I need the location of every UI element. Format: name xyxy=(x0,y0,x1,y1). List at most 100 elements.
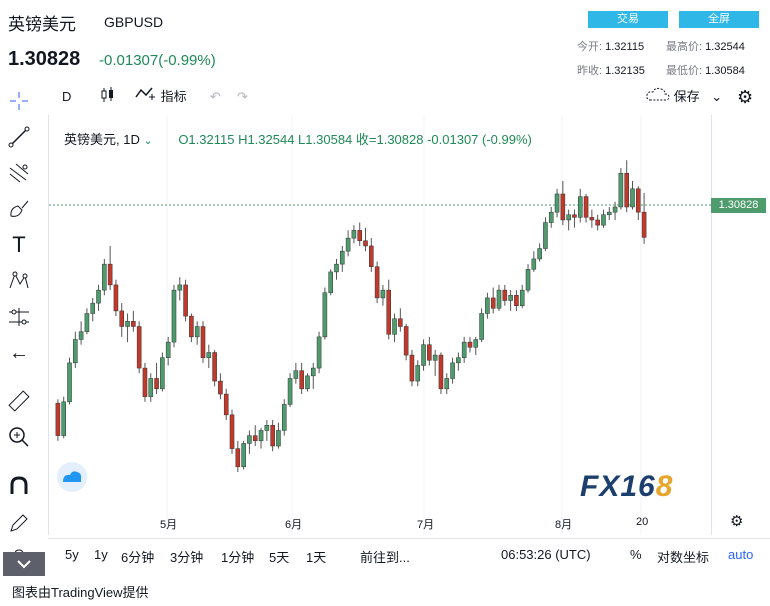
redo-icon[interactable]: ↷ xyxy=(237,89,248,104)
range-1d[interactable]: 1天 xyxy=(306,550,327,565)
attribution: 图表由TradingView提供 xyxy=(12,585,149,600)
candle-body xyxy=(537,248,542,260)
tradingview-logo-icon[interactable] xyxy=(57,462,87,492)
candle-body xyxy=(450,362,455,379)
candle-body xyxy=(270,424,275,447)
back-arrow-icon[interactable]: ← xyxy=(9,342,29,364)
range-5y[interactable]: 5y xyxy=(65,547,79,562)
candle-body xyxy=(287,378,293,405)
candle-body xyxy=(473,339,479,348)
candle-body xyxy=(630,188,635,208)
candle-body xyxy=(55,402,61,436)
candle-body xyxy=(363,240,368,247)
undo-icon[interactable]: ↶ xyxy=(210,89,221,104)
fullscreen-button[interactable]: 全屏 xyxy=(679,11,759,28)
axis-settings-gear-icon[interactable]: ⚙ xyxy=(730,513,744,530)
candle-body xyxy=(502,289,508,301)
utc-clock[interactable]: 06:53:26 (UTC) xyxy=(501,547,591,562)
ruler-icon[interactable] xyxy=(6,388,32,414)
candle-body xyxy=(340,250,345,265)
candle-body xyxy=(206,352,212,358)
auto-scale-toggle[interactable]: auto xyxy=(728,547,754,562)
candle-body xyxy=(212,352,217,382)
chart-legend: 英镑美元, 1D ⌄ O1.32115 H1.32544 L1.30584 收=… xyxy=(64,129,532,148)
brush-icon[interactable] xyxy=(6,196,32,222)
candle-body xyxy=(148,378,154,397)
candle-body xyxy=(171,289,177,343)
candle-body xyxy=(247,435,252,444)
candle-body xyxy=(241,443,246,468)
legend-chevron-icon[interactable]: ⌄ xyxy=(143,135,153,147)
candle-body xyxy=(409,354,415,382)
candle-body xyxy=(636,188,641,213)
percent-toggle[interactable]: % xyxy=(630,547,642,562)
candle-body xyxy=(583,196,589,218)
range-5d[interactable]: 5天 xyxy=(269,550,290,565)
symbol-code: GBPUSD xyxy=(104,14,164,30)
trade-button[interactable]: 交易 xyxy=(588,11,668,28)
candle-body xyxy=(90,302,96,314)
candle-body xyxy=(165,341,171,358)
x-label: 8月 xyxy=(555,519,573,531)
candle-body xyxy=(572,214,577,218)
candle-body xyxy=(229,414,235,449)
x-label: 7月 xyxy=(417,519,435,531)
candle-body xyxy=(415,365,421,382)
fib-tool-icon[interactable] xyxy=(6,160,32,186)
chart-type-icon[interactable] xyxy=(100,84,116,110)
candle-body xyxy=(392,318,397,335)
candle-body xyxy=(78,331,84,340)
chart-pane[interactable] xyxy=(48,115,712,535)
candle-body xyxy=(177,284,183,291)
candle-body xyxy=(496,289,502,309)
crosshair-icon[interactable] xyxy=(6,88,32,114)
candle-body xyxy=(438,354,444,390)
candle-body xyxy=(84,313,90,332)
log-scale-toggle[interactable]: 对数坐标 xyxy=(657,550,710,565)
candle-body xyxy=(218,380,223,395)
range-3m[interactable]: 3分钟 xyxy=(170,550,204,565)
range-1m[interactable]: 1分钟 xyxy=(221,550,255,565)
candle-body xyxy=(305,375,310,390)
candle-body xyxy=(508,295,513,301)
candle-body xyxy=(96,289,101,304)
candle-body xyxy=(519,289,525,306)
range-1y[interactable]: 1y xyxy=(94,547,108,562)
forecast-tool-icon[interactable] xyxy=(6,304,32,330)
candlestick-chart xyxy=(49,115,711,535)
candle-body xyxy=(322,292,328,338)
save-button[interactable]: 保存 ⌄ xyxy=(646,84,722,110)
text-tool-icon[interactable]: T xyxy=(12,232,26,257)
candle-body xyxy=(606,211,612,216)
goto-date-button[interactable]: 前往到... xyxy=(360,550,410,565)
candle-body xyxy=(154,378,159,390)
legend-title: 英镑美元, 1D xyxy=(64,132,140,147)
zoom-in-icon[interactable] xyxy=(6,424,32,450)
candle-body xyxy=(67,362,72,403)
pattern-tool-icon[interactable] xyxy=(6,268,32,294)
draw-mode-icon[interactable] xyxy=(6,510,32,536)
candle-body xyxy=(641,211,647,238)
legend-ohlc: O1.32115 H1.32544 L1.30584 收=1.30828 -0.… xyxy=(178,132,532,147)
open-stat: 今开: 1.32115 xyxy=(577,41,645,53)
chart-toolbar: D 指标 ↶ ↷ 保存 ⌄ ⚙ xyxy=(0,84,770,110)
last-price-tag: 1.30828 xyxy=(711,198,766,213)
trend-line-icon[interactable] xyxy=(6,124,32,150)
candle-body xyxy=(612,206,618,213)
range-6m[interactable]: 6分钟 xyxy=(121,550,155,565)
candle-body xyxy=(334,263,339,273)
candle-body xyxy=(601,214,606,226)
interval-selector[interactable]: D xyxy=(62,89,72,104)
collapse-toolbar-button[interactable] xyxy=(3,552,45,576)
settings-gear-icon[interactable]: ⚙ xyxy=(737,87,754,107)
candle-body xyxy=(125,321,130,327)
candle-body xyxy=(456,357,461,364)
magnet-icon[interactable] xyxy=(6,474,32,500)
candle-body xyxy=(514,295,519,306)
candle-body xyxy=(566,214,571,221)
bottom-toolbar: 5y 1y 6分钟 3分钟 1分钟 5天 1天 前往到... 06:53:26 … xyxy=(48,538,770,571)
indicators-button[interactable]: 指标 xyxy=(135,84,187,110)
candle-body xyxy=(252,435,258,442)
indicators-icon xyxy=(135,87,161,104)
x-label: 6月 xyxy=(285,519,303,531)
